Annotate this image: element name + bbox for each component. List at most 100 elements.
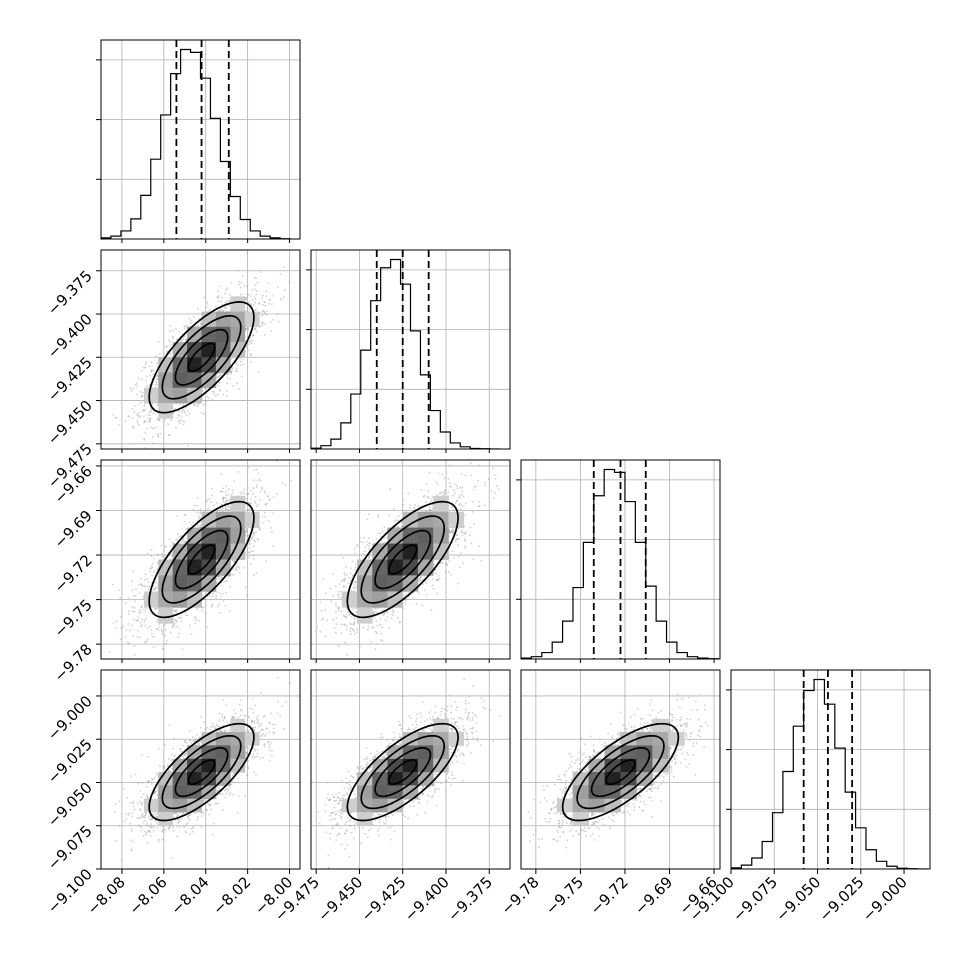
sample-point xyxy=(138,411,141,414)
sample-point xyxy=(222,487,224,490)
sample-point xyxy=(148,385,150,387)
sample-point xyxy=(222,499,225,502)
sample-point xyxy=(276,286,279,289)
sample-point xyxy=(277,320,280,323)
sample-point xyxy=(206,396,209,398)
sample-point xyxy=(166,345,169,348)
sample-point xyxy=(172,624,175,626)
sample-point xyxy=(124,636,127,638)
sample-point xyxy=(220,595,223,597)
corner-panels xyxy=(96,39,931,870)
sample-point xyxy=(136,419,139,422)
sample-point xyxy=(211,604,214,607)
sample-point xyxy=(255,468,258,471)
sample-point xyxy=(175,619,177,622)
sample-point xyxy=(149,567,152,569)
sample-point xyxy=(143,404,146,406)
sample-point xyxy=(172,337,175,340)
sample-point xyxy=(152,427,155,430)
sample-point xyxy=(206,595,209,598)
sample-point xyxy=(141,394,143,397)
sample-point xyxy=(259,498,261,501)
sample-point xyxy=(262,294,264,297)
sample-point xyxy=(137,616,140,619)
sample-point xyxy=(188,317,191,320)
sample-point xyxy=(146,627,149,629)
sample-point xyxy=(255,293,258,296)
sample-point xyxy=(175,610,178,613)
sample-point xyxy=(155,377,158,380)
sample-point xyxy=(253,539,256,542)
sample-point xyxy=(231,492,234,495)
sample-point xyxy=(219,374,222,377)
sample-point xyxy=(152,373,154,376)
sample-point xyxy=(261,322,264,325)
sample-point xyxy=(217,310,219,312)
sample-point xyxy=(232,568,235,571)
sample-point xyxy=(180,534,183,537)
sample-point xyxy=(254,288,256,291)
sample-point xyxy=(137,583,140,586)
sample-point xyxy=(227,499,230,501)
sample-point xyxy=(153,427,156,429)
sample-point xyxy=(261,488,263,490)
sample-point xyxy=(218,375,221,377)
density-cell xyxy=(172,357,188,373)
sample-point xyxy=(276,313,279,315)
sample-point xyxy=(247,343,250,345)
sample-point xyxy=(156,567,159,570)
sample-point xyxy=(108,651,111,654)
sample-point xyxy=(172,623,175,626)
sample-point xyxy=(182,337,185,340)
sample-point xyxy=(213,390,216,393)
sample-point xyxy=(226,382,229,385)
sample-point xyxy=(201,397,204,400)
sample-point xyxy=(221,507,224,509)
sample-point xyxy=(112,466,114,468)
sample-point xyxy=(233,559,236,562)
sample-point xyxy=(255,277,257,280)
sample-point xyxy=(131,408,134,411)
sample-point xyxy=(222,496,225,499)
sample-point xyxy=(199,508,202,511)
sample-point xyxy=(259,490,262,493)
sample-point xyxy=(190,633,193,635)
sample-point xyxy=(201,606,204,609)
sample-point xyxy=(244,586,247,588)
sample-point xyxy=(224,497,227,499)
sample-point xyxy=(140,605,143,608)
sample-point xyxy=(156,417,159,420)
sample-point xyxy=(268,299,271,301)
sample-point xyxy=(167,423,170,426)
sample-point xyxy=(183,410,186,413)
sample-point xyxy=(155,426,158,429)
sample-point xyxy=(257,371,260,373)
sample-point xyxy=(193,403,195,406)
sample-point xyxy=(115,416,118,419)
sample-point xyxy=(225,580,228,583)
sample-point xyxy=(138,609,141,612)
sample-point xyxy=(131,624,134,627)
sample-point xyxy=(246,328,248,330)
sample-point xyxy=(178,420,180,423)
sample-point xyxy=(185,528,188,531)
sample-point xyxy=(212,592,215,594)
sample-point xyxy=(223,580,226,583)
density-cell xyxy=(187,342,202,358)
sample-point xyxy=(137,377,140,380)
sample-point xyxy=(144,447,147,449)
sample-point xyxy=(245,530,248,532)
sample-point xyxy=(239,286,242,289)
sample-point xyxy=(143,420,146,422)
sample-point xyxy=(250,537,253,540)
sample-point xyxy=(246,493,249,496)
sample-point xyxy=(158,626,161,629)
sample-point xyxy=(176,611,178,614)
sample-point xyxy=(157,419,160,422)
sample-point xyxy=(237,471,240,473)
sample-point xyxy=(221,584,224,587)
sample-point xyxy=(245,297,248,300)
sample-point xyxy=(131,606,134,608)
sample-point xyxy=(261,297,264,300)
sample-point xyxy=(144,573,147,576)
